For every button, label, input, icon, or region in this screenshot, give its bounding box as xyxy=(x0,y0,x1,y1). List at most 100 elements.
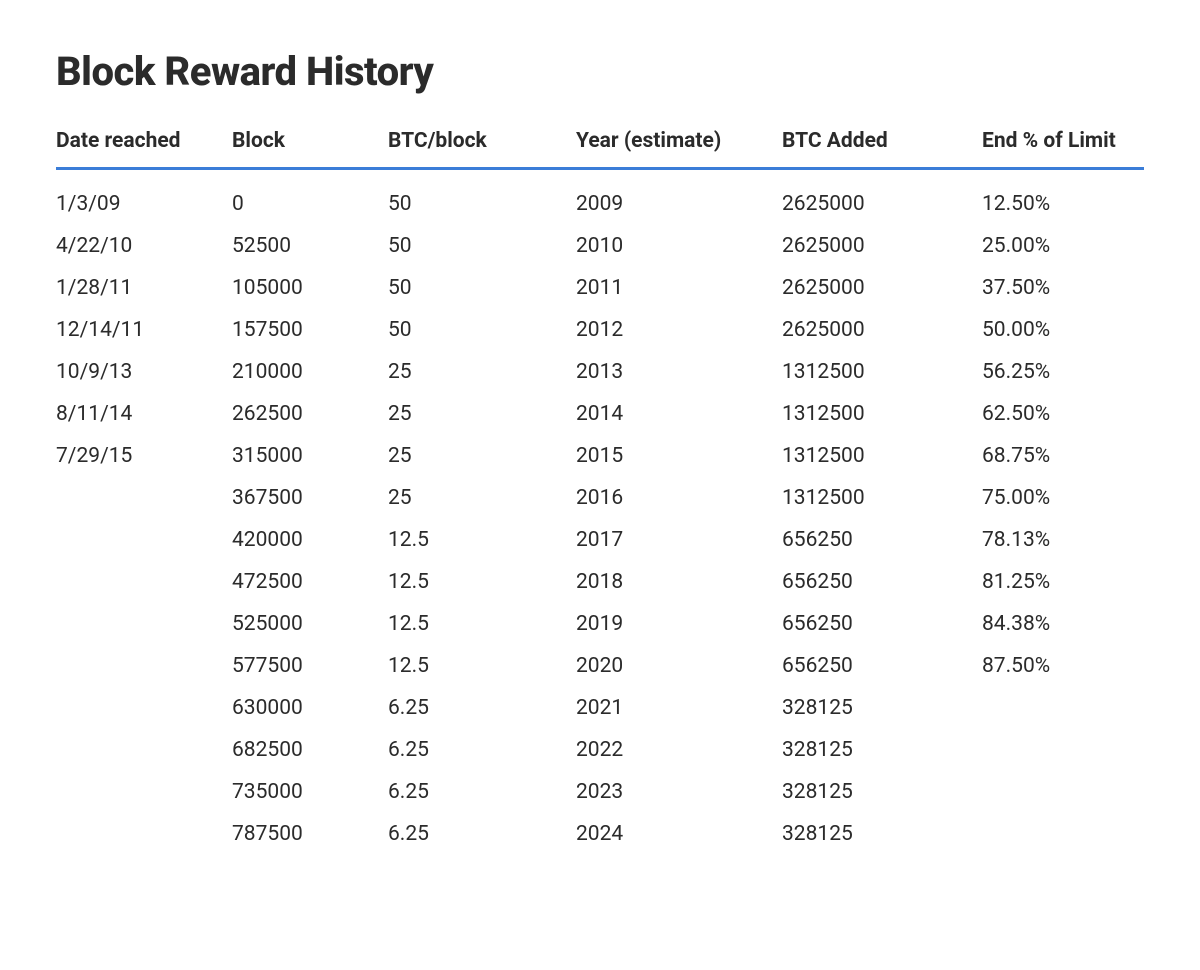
cell-limit xyxy=(982,738,1144,762)
cell-year: 2017 xyxy=(576,528,782,552)
cell-year: 2024 xyxy=(576,822,782,846)
cell-block: 262500 xyxy=(232,402,388,426)
cell-date: 1/3/09 xyxy=(56,192,232,216)
table-row: 10/9/13210000252013131250056.25% xyxy=(56,360,1144,384)
cell-added: 2625000 xyxy=(782,318,982,342)
cell-added: 328125 xyxy=(782,822,982,846)
cell-added: 2625000 xyxy=(782,276,982,300)
cell-block: 157500 xyxy=(232,318,388,342)
cell-date xyxy=(56,696,232,720)
cell-block: 472500 xyxy=(232,570,388,594)
col-header-year: Year (estimate) xyxy=(576,129,782,153)
cell-block: 787500 xyxy=(232,822,388,846)
cell-date xyxy=(56,528,232,552)
table-row: 7350006.252023328125 xyxy=(56,780,1144,804)
cell-added: 1312500 xyxy=(782,360,982,384)
cell-block: 52500 xyxy=(232,234,388,258)
cell-date: 10/9/13 xyxy=(56,360,232,384)
cell-date xyxy=(56,654,232,678)
cell-btcblock: 25 xyxy=(388,444,576,468)
cell-date xyxy=(56,822,232,846)
cell-year: 2022 xyxy=(576,738,782,762)
table-row: 7/29/15315000252015131250068.75% xyxy=(56,444,1144,468)
cell-added: 2625000 xyxy=(782,192,982,216)
cell-block: 210000 xyxy=(232,360,388,384)
cell-limit: 50.00% xyxy=(982,318,1144,342)
cell-limit: 87.50% xyxy=(982,654,1144,678)
cell-block: 630000 xyxy=(232,696,388,720)
cell-btcblock: 12.5 xyxy=(388,654,576,678)
cell-added: 1312500 xyxy=(782,402,982,426)
table-row: 52500012.5201965625084.38% xyxy=(56,612,1144,636)
cell-btcblock: 50 xyxy=(388,192,576,216)
table-row: 47250012.5201865625081.25% xyxy=(56,570,1144,594)
cell-btcblock: 25 xyxy=(388,360,576,384)
cell-limit: 62.50% xyxy=(982,402,1144,426)
table-row: 42000012.5201765625078.13% xyxy=(56,528,1144,552)
cell-year: 2009 xyxy=(576,192,782,216)
cell-limit xyxy=(982,780,1144,804)
table-body: 1/3/090502009262500012.50%4/22/105250050… xyxy=(56,192,1144,864)
cell-added: 656250 xyxy=(782,528,982,552)
cell-year: 2011 xyxy=(576,276,782,300)
cell-added: 656250 xyxy=(782,654,982,678)
cell-year: 2016 xyxy=(576,486,782,510)
cell-block: 315000 xyxy=(232,444,388,468)
table-row: 12/14/11157500502012262500050.00% xyxy=(56,318,1144,342)
table-header-row: Date reached Block BTC/block Year (estim… xyxy=(56,129,1144,170)
cell-block: 577500 xyxy=(232,654,388,678)
cell-block: 367500 xyxy=(232,486,388,510)
cell-limit: 68.75% xyxy=(982,444,1144,468)
cell-year: 2020 xyxy=(576,654,782,678)
col-header-btcblock: BTC/block xyxy=(388,129,576,153)
table-row: 367500252016131250075.00% xyxy=(56,486,1144,510)
col-header-limit: End % of Limit xyxy=(982,129,1144,153)
cell-btcblock: 12.5 xyxy=(388,570,576,594)
cell-year: 2021 xyxy=(576,696,782,720)
cell-btcblock: 25 xyxy=(388,486,576,510)
cell-limit: 81.25% xyxy=(982,570,1144,594)
cell-btcblock: 6.25 xyxy=(388,738,576,762)
cell-btcblock: 25 xyxy=(388,402,576,426)
reward-history-table: Date reached Block BTC/block Year (estim… xyxy=(56,129,1144,864)
cell-btcblock: 12.5 xyxy=(388,528,576,552)
page-title: Block Reward History xyxy=(56,48,1144,95)
cell-year: 2013 xyxy=(576,360,782,384)
cell-limit: 56.25% xyxy=(982,360,1144,384)
cell-date xyxy=(56,612,232,636)
cell-date: 7/29/15 xyxy=(56,444,232,468)
table-row: 1/3/090502009262500012.50% xyxy=(56,192,1144,216)
cell-added: 2625000 xyxy=(782,234,982,258)
cell-limit xyxy=(982,696,1144,720)
table-row: 7875006.252024328125 xyxy=(56,822,1144,846)
cell-limit: 25.00% xyxy=(982,234,1144,258)
cell-added: 328125 xyxy=(782,738,982,762)
cell-btcblock: 6.25 xyxy=(388,780,576,804)
cell-block: 525000 xyxy=(232,612,388,636)
cell-btcblock: 50 xyxy=(388,318,576,342)
cell-year: 2019 xyxy=(576,612,782,636)
cell-limit: 37.50% xyxy=(982,276,1144,300)
col-header-block: Block xyxy=(232,129,388,153)
cell-year: 2018 xyxy=(576,570,782,594)
cell-block: 105000 xyxy=(232,276,388,300)
cell-added: 1312500 xyxy=(782,444,982,468)
cell-added: 328125 xyxy=(782,696,982,720)
cell-block: 420000 xyxy=(232,528,388,552)
cell-date: 8/11/14 xyxy=(56,402,232,426)
cell-added: 656250 xyxy=(782,570,982,594)
cell-block: 682500 xyxy=(232,738,388,762)
cell-added: 1312500 xyxy=(782,486,982,510)
table-row: 6825006.252022328125 xyxy=(56,738,1144,762)
cell-btcblock: 6.25 xyxy=(388,822,576,846)
cell-limit xyxy=(982,822,1144,846)
table-row: 57750012.5202065625087.50% xyxy=(56,654,1144,678)
cell-year: 2015 xyxy=(576,444,782,468)
cell-block: 735000 xyxy=(232,780,388,804)
table-row: 1/28/11105000502011262500037.50% xyxy=(56,276,1144,300)
col-header-added: BTC Added xyxy=(782,129,982,153)
cell-date xyxy=(56,780,232,804)
cell-btcblock: 12.5 xyxy=(388,612,576,636)
cell-added: 656250 xyxy=(782,612,982,636)
cell-date: 4/22/10 xyxy=(56,234,232,258)
